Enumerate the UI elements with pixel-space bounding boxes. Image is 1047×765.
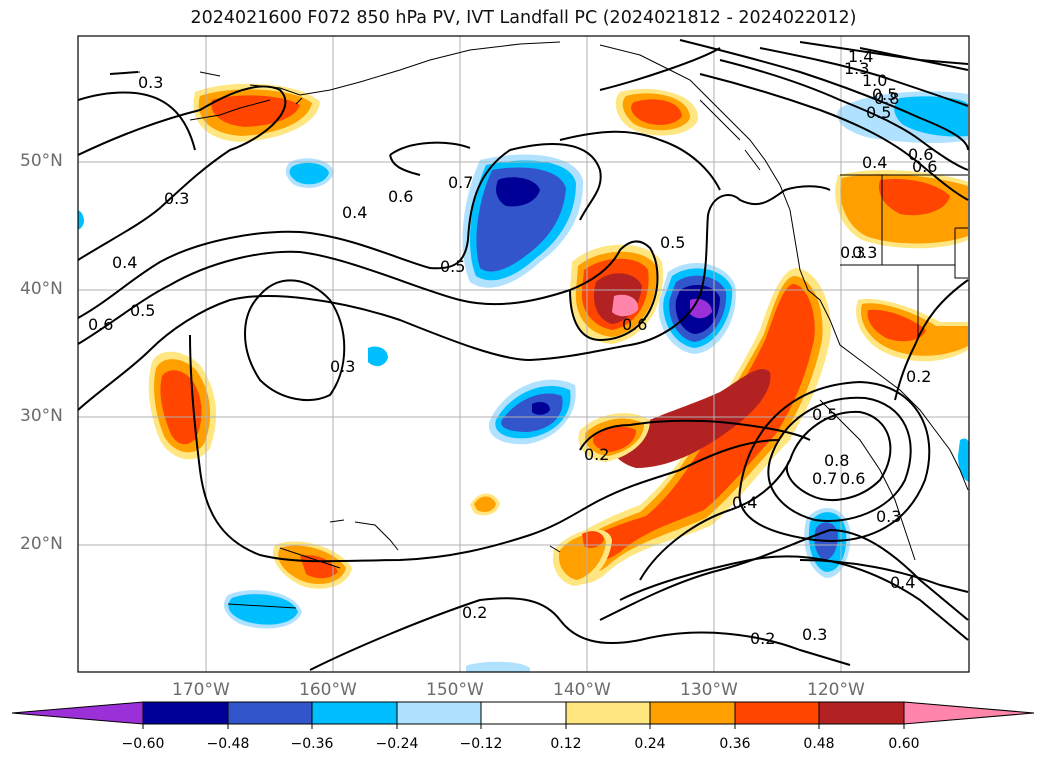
contour-label: 1.0: [862, 71, 887, 90]
contour-label: 0.4: [890, 573, 915, 592]
contour-label: 0.2: [462, 603, 487, 622]
colorbar-bin: [480, 701, 567, 725]
ivt-contours: [78, 39, 969, 671]
contour-label: 0.3: [330, 357, 355, 376]
colorbar-bin: [227, 701, 313, 725]
contour-label: 0.4: [732, 493, 757, 512]
colorbar-bin: [734, 701, 820, 725]
colorbar-label: 0.12: [550, 736, 582, 752]
contour-label: 0.2: [906, 367, 931, 386]
colorbar-label: −0.36: [290, 736, 334, 752]
contour-label: 0.6: [840, 469, 865, 488]
contour-label: 0.5: [872, 85, 897, 104]
colorbar-label: −0.24: [375, 736, 419, 752]
contour-label: 0.7: [812, 469, 837, 488]
colorbar-bin: [818, 701, 905, 725]
colorbar-label: 0.36: [719, 736, 751, 752]
lon-label-170w: 170°W: [172, 680, 230, 700]
contour-label: 0.3: [876, 507, 901, 526]
contour-label: 1.3: [844, 59, 869, 78]
lon-label-160w: 160°W: [299, 680, 357, 700]
contour-label: 0.6: [912, 157, 937, 176]
contour-label: 0.6: [908, 145, 933, 164]
contour-label: 0.8: [874, 89, 899, 108]
colorbar-label: −0.48: [206, 736, 250, 752]
contour-label: 0.2: [750, 629, 775, 648]
colorbar-extend-max: [903, 701, 1035, 725]
contour-label: 0.5: [812, 405, 837, 424]
contour-label: 0.3: [840, 243, 865, 262]
colorbar-bin: [311, 701, 398, 725]
lat-label-40n: 40°N: [20, 279, 63, 299]
contour-label: 0.7: [448, 173, 473, 192]
lon-label-120w: 120°W: [807, 680, 865, 700]
pv-shading: [78, 83, 969, 672]
contour-label: 0.5: [440, 257, 465, 276]
colorbar-label: −0.12: [459, 736, 503, 752]
lat-label-50n: 50°N: [20, 151, 63, 171]
contour-label: 0.5: [130, 301, 155, 320]
contour-label: 0.6: [622, 315, 647, 334]
map-frame: [77, 35, 970, 673]
gridlines: [78, 36, 969, 672]
contour-label: 0.6: [388, 187, 413, 206]
contour-label: 0.6: [88, 315, 113, 334]
lon-label-140w: 140°W: [553, 680, 611, 700]
colorbar: [11, 701, 1035, 729]
contour-label: 0.3: [802, 625, 827, 644]
lat-label-30n: 30°N: [20, 406, 63, 426]
contour-label: 0.5: [866, 103, 891, 122]
contour-label: 1.4: [848, 47, 873, 66]
contour-label: 0.4: [112, 253, 137, 272]
contour-label: 0.5: [660, 233, 685, 252]
lat-label-20n: 20°N: [20, 534, 63, 554]
contour-label: 0.3: [138, 73, 163, 92]
colorbar-bin: [396, 701, 482, 725]
contour-label: 0.3: [852, 243, 877, 262]
colorbar-label: −0.60: [121, 736, 165, 752]
colorbar-label: 0.48: [803, 736, 835, 752]
contour-label: 0.3: [164, 189, 189, 208]
contour-label: 0.4: [862, 153, 887, 172]
contour-label: 0.2: [584, 445, 609, 464]
colorbar-bin: [565, 701, 651, 725]
contour-label: 0.4: [342, 203, 367, 222]
colorbar-bin: [649, 701, 736, 725]
colorbar-bin: [142, 701, 229, 725]
colorbar-label: 0.60: [888, 736, 920, 752]
lon-label-130w: 130°W: [680, 680, 738, 700]
colorbar-extend-min: [11, 701, 144, 725]
map-title: 2024021600 F072 850 hPa PV, IVT Landfall…: [190, 8, 857, 28]
contour-label: 0.8: [824, 451, 849, 470]
lon-label-150w: 150°W: [426, 680, 484, 700]
contour-label-group: 0.3 1.4 1.3 1.0 0.8 0.5 0.7 0.6 0.4 0.5 …: [88, 47, 937, 648]
colorbar-label: 0.24: [634, 736, 666, 752]
